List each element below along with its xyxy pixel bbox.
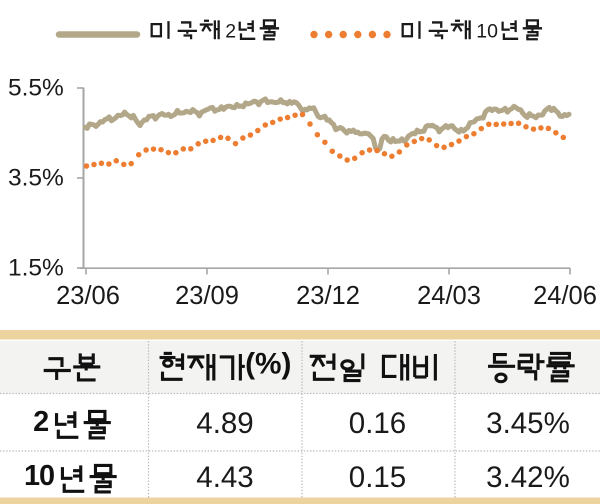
svg-text:10: 10 [476, 21, 498, 43]
svg-text:1: 1 [24, 460, 40, 492]
svg-text:4.43: 4.43 [196, 461, 253, 494]
svg-text:4.89: 4.89 [196, 407, 253, 440]
svg-text:3.42%: 3.42% [486, 461, 570, 494]
svg-text:24/03: 24/03 [417, 282, 481, 310]
svg-text:3.5%: 3.5% [8, 164, 64, 191]
svg-text:23/12: 23/12 [296, 282, 360, 310]
svg-text:3.45%: 3.45% [486, 407, 570, 440]
svg-text:2: 2 [33, 406, 49, 438]
svg-text:0: 0 [39, 460, 55, 492]
svg-text:5.5%: 5.5% [8, 74, 64, 101]
svg-text:23/09: 23/09 [175, 282, 239, 310]
svg-text:1.5%: 1.5% [8, 254, 64, 281]
svg-text:0.16: 0.16 [349, 407, 406, 440]
svg-text:24/06: 24/06 [533, 282, 597, 310]
svg-text:(%): (%) [245, 348, 291, 381]
svg-text:0.15: 0.15 [349, 461, 406, 494]
svg-text:23/06: 23/06 [56, 282, 120, 310]
svg-text:2: 2 [225, 21, 236, 43]
